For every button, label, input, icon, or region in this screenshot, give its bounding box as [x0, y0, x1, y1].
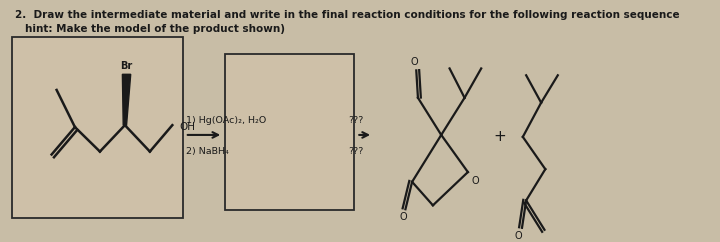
Polygon shape — [122, 74, 131, 125]
Bar — [225, 54, 354, 210]
Text: 2.  Draw the intermediate material and write in the final reaction conditions fo: 2. Draw the intermediate material and wr… — [15, 10, 680, 20]
Text: Br: Br — [120, 61, 132, 71]
Text: O: O — [471, 176, 479, 186]
Text: O: O — [411, 57, 418, 68]
Text: OH: OH — [179, 122, 195, 132]
Text: O: O — [400, 212, 408, 222]
Text: 2) NaBH₄: 2) NaBH₄ — [186, 147, 229, 156]
Text: hint: Make the model of the product shown): hint: Make the model of the product show… — [25, 24, 285, 34]
Text: 1) Hg(OAc)₂, H₂O: 1) Hg(OAc)₂, H₂O — [186, 116, 266, 125]
Text: O: O — [515, 231, 523, 241]
Bar — [12, 37, 183, 218]
Text: +: + — [493, 129, 506, 144]
Text: ???: ??? — [348, 116, 364, 125]
Text: ???: ??? — [348, 147, 364, 156]
